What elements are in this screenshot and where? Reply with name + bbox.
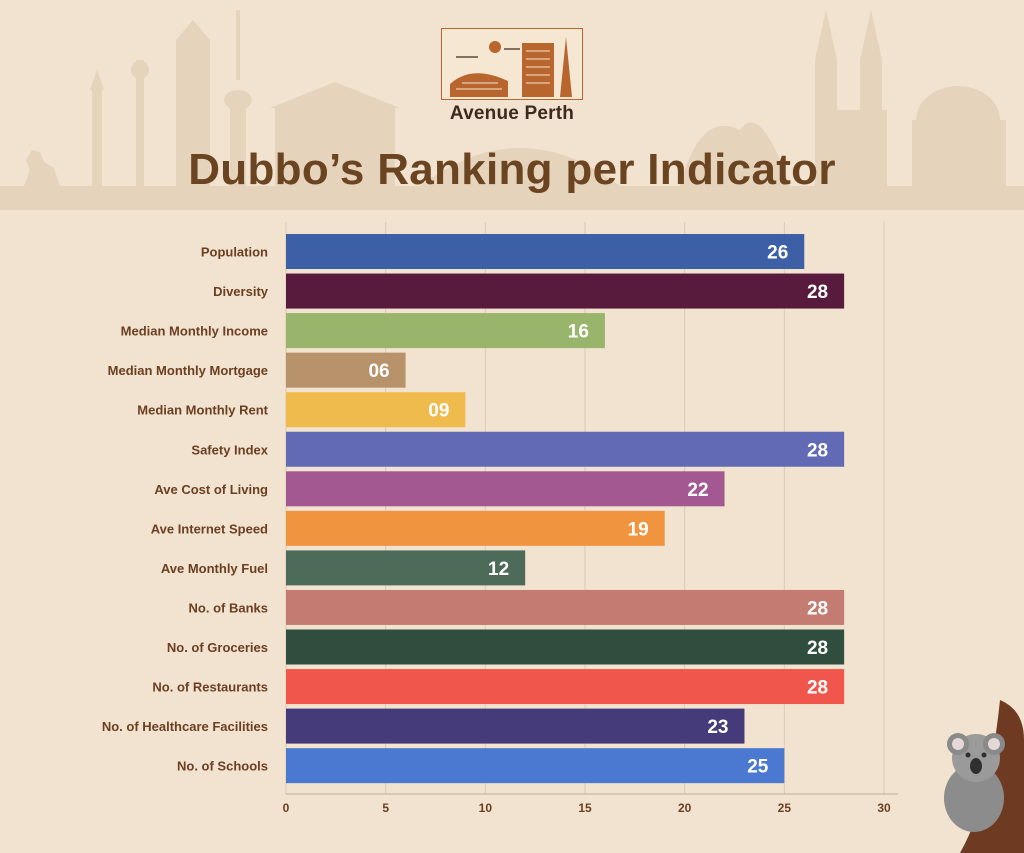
bar <box>286 431 845 467</box>
category-label: Median Monthly Mortgage <box>108 363 268 378</box>
data-label: 28 <box>807 282 828 303</box>
bar <box>286 313 605 349</box>
bar <box>286 629 845 665</box>
category-label: No. of Schools <box>177 759 268 774</box>
city-skyline-background <box>0 10 1024 210</box>
data-label: 28 <box>807 638 828 659</box>
data-label: 06 <box>368 361 389 382</box>
koala-illustration <box>944 700 1024 853</box>
x-tick-label: 5 <box>382 801 389 815</box>
bar <box>286 748 785 784</box>
data-label: 28 <box>807 440 828 461</box>
category-label: Ave Internet Speed <box>151 521 268 536</box>
brand-logo: Avenue Perth <box>441 28 583 124</box>
category-label: No. of Groceries <box>167 640 268 655</box>
data-label: 19 <box>628 519 649 540</box>
data-label: 12 <box>488 559 509 580</box>
bar <box>286 589 845 625</box>
bar <box>286 510 665 546</box>
x-tick-label: 0 <box>283 801 290 815</box>
category-label: Ave Monthly Fuel <box>161 561 268 576</box>
category-label: Population <box>201 245 268 260</box>
data-label: 28 <box>807 678 828 699</box>
bar <box>286 708 745 744</box>
category-label: Safety Index <box>191 442 268 457</box>
x-tick-label: 15 <box>578 801 592 815</box>
x-tick-label: 10 <box>479 801 493 815</box>
category-label: No. of Healthcare Facilities <box>102 719 268 734</box>
category-label: Median Monthly Rent <box>137 403 268 418</box>
bar <box>286 234 805 269</box>
bar <box>286 392 466 428</box>
chart-title: Dubbo’s Ranking per Indicator <box>188 145 836 194</box>
x-tick-label: 20 <box>678 801 692 815</box>
logo-illustration <box>441 28 583 100</box>
data-label: 23 <box>707 717 728 738</box>
category-label: Median Monthly Income <box>121 324 268 339</box>
x-tick-label: 25 <box>778 801 792 815</box>
brand-name: Avenue Perth <box>449 103 575 124</box>
bar <box>286 669 845 705</box>
category-label: No. of Banks <box>189 600 268 615</box>
bar <box>286 273 845 309</box>
category-label: Ave Cost of Living <box>154 482 268 497</box>
category-label: No. of Restaurants <box>152 680 268 695</box>
data-label: 09 <box>428 401 449 422</box>
data-label: 22 <box>687 480 708 501</box>
data-label: 26 <box>767 243 788 264</box>
data-label: 28 <box>807 598 828 619</box>
data-label: 25 <box>747 757 769 778</box>
bar <box>286 550 526 586</box>
x-tick-label: 30 <box>877 801 891 815</box>
bar <box>286 471 725 507</box>
category-label: Diversity <box>213 284 269 299</box>
data-label: 16 <box>568 322 589 343</box>
bar <box>286 352 406 388</box>
